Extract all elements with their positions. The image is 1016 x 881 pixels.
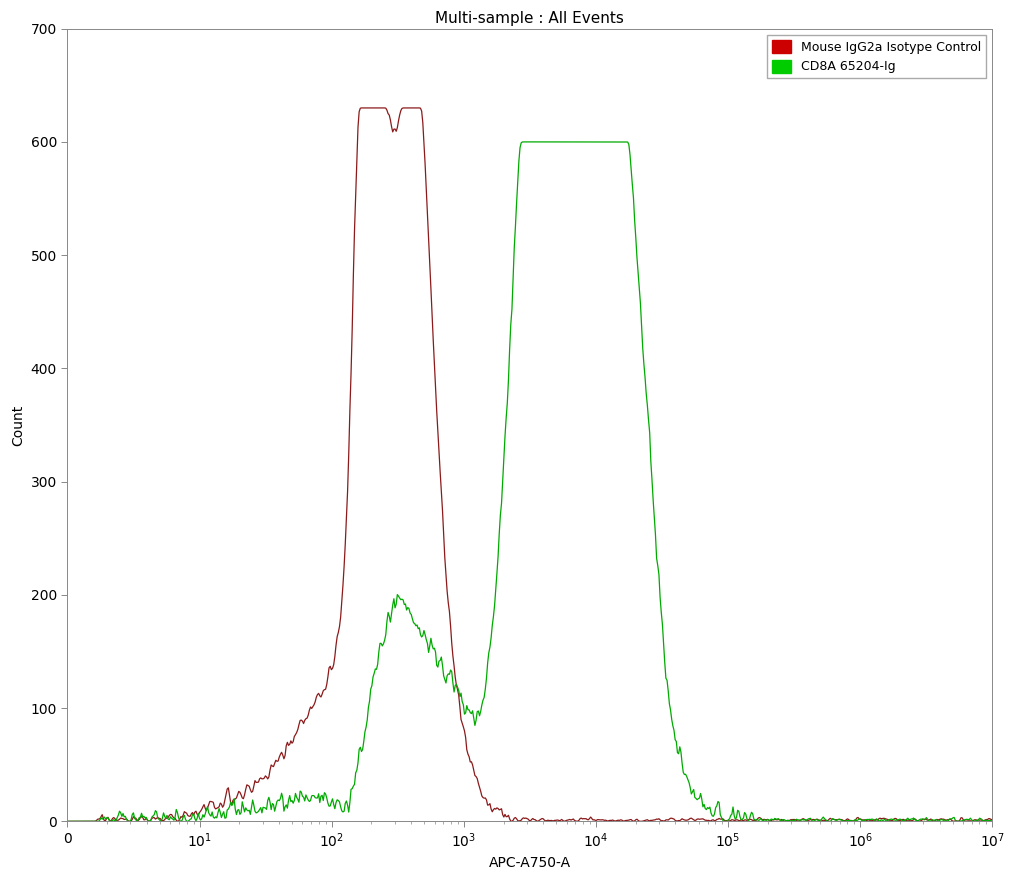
CD8A 65204-Ig bbox=[651, 560, 663, 571]
Mouse IgG2a Isotype Control bbox=[624, 814, 636, 825]
CD8A 65204-Ig bbox=[61, 816, 73, 826]
Mouse IgG2a Isotype Control bbox=[599, 815, 612, 825]
CD8A 65204-Ig bbox=[624, 150, 636, 160]
CD8A 65204-Ig bbox=[599, 137, 612, 147]
Line: CD8A 65204-Ig: CD8A 65204-Ig bbox=[67, 142, 993, 821]
Mouse IgG2a Isotype Control bbox=[118, 814, 130, 825]
Legend: Mouse IgG2a Isotype Control, CD8A 65204-Ig: Mouse IgG2a Isotype Control, CD8A 65204-… bbox=[767, 35, 987, 78]
Mouse IgG2a Isotype Control bbox=[61, 816, 73, 826]
Title: Multi-sample : All Events: Multi-sample : All Events bbox=[436, 11, 624, 26]
Mouse IgG2a Isotype Control bbox=[651, 814, 663, 825]
CD8A 65204-Ig bbox=[987, 816, 999, 826]
CD8A 65204-Ig bbox=[118, 811, 130, 822]
CD8A 65204-Ig bbox=[859, 815, 871, 825]
X-axis label: APC-A750-A: APC-A750-A bbox=[489, 855, 571, 870]
CD8A 65204-Ig bbox=[764, 815, 776, 825]
Mouse IgG2a Isotype Control bbox=[764, 816, 776, 826]
Line: Mouse IgG2a Isotype Control: Mouse IgG2a Isotype Control bbox=[67, 108, 993, 821]
Mouse IgG2a Isotype Control bbox=[859, 815, 871, 825]
Y-axis label: Count: Count bbox=[11, 404, 25, 446]
Mouse IgG2a Isotype Control bbox=[357, 103, 369, 114]
Mouse IgG2a Isotype Control bbox=[987, 814, 999, 825]
CD8A 65204-Ig bbox=[518, 137, 530, 147]
